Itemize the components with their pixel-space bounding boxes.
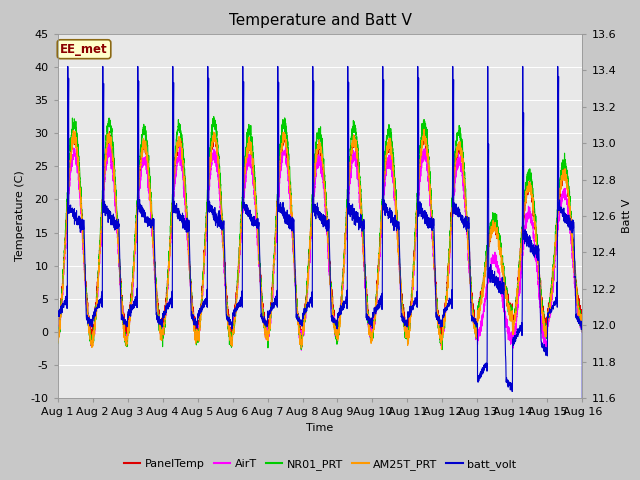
Y-axis label: Temperature (C): Temperature (C): [15, 170, 25, 262]
X-axis label: Time: Time: [307, 423, 333, 433]
Title: Temperature and Batt V: Temperature and Batt V: [228, 13, 412, 28]
Legend: PanelTemp, AirT, NR01_PRT, AM25T_PRT, batt_volt: PanelTemp, AirT, NR01_PRT, AM25T_PRT, ba…: [119, 455, 521, 474]
Y-axis label: Batt V: Batt V: [622, 199, 632, 233]
Text: EE_met: EE_met: [60, 43, 108, 56]
